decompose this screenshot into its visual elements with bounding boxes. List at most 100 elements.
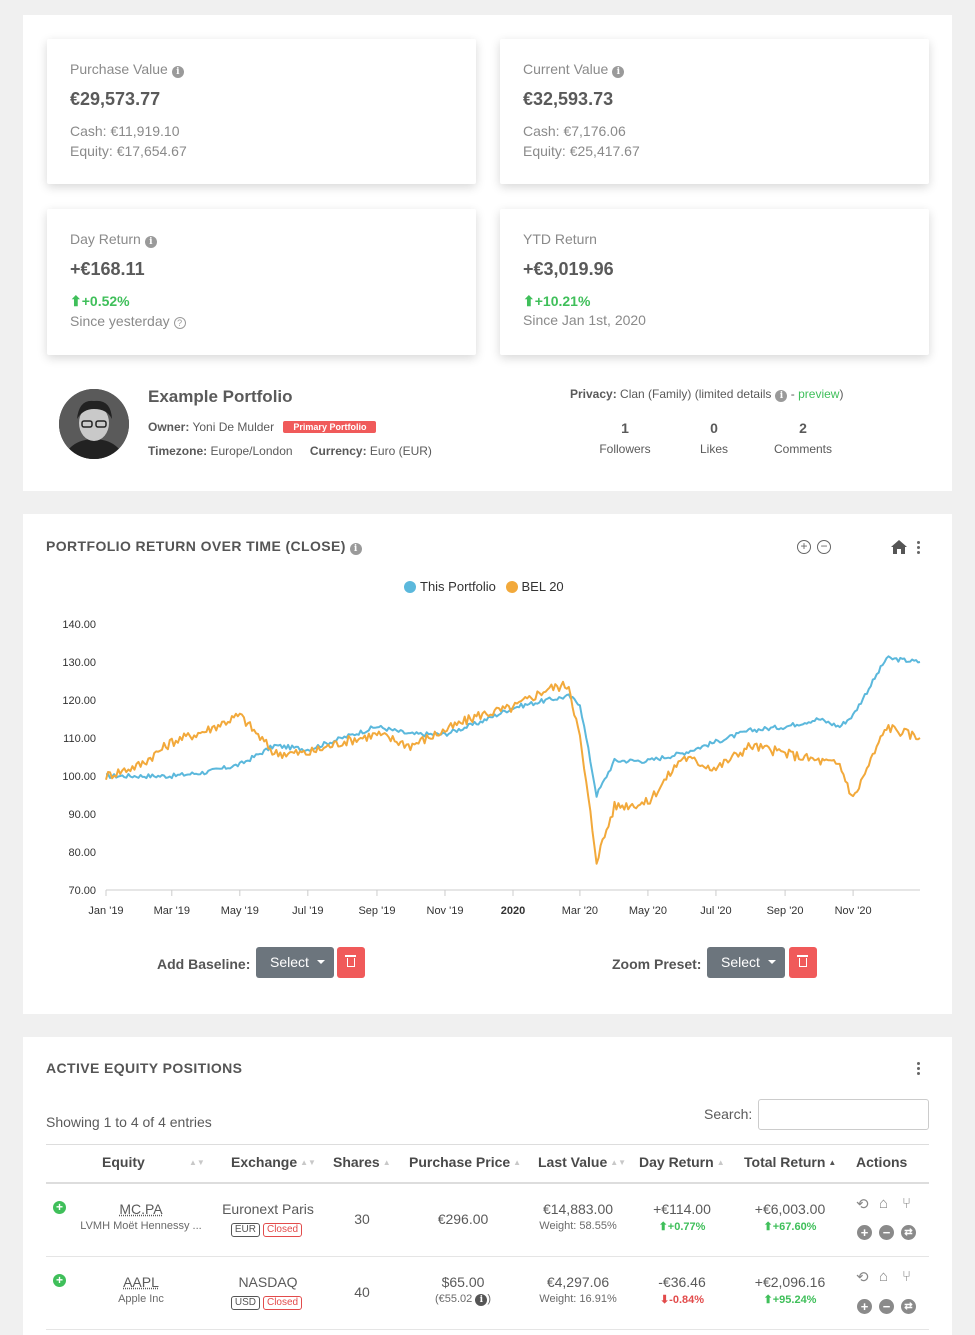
lock-icon[interactable]: ⌂ <box>879 1195 889 1212</box>
current-cash: Cash: €7,176.06 <box>523 123 626 139</box>
y-tick-label: 130.00 <box>62 657 96 669</box>
transfer-icon[interactable]: ⇄ <box>901 1225 916 1240</box>
trash-icon <box>797 955 808 967</box>
legend-label-portfolio: This Portfolio <box>420 579 496 594</box>
privacy-label: Privacy: <box>570 387 617 401</box>
y-tick-label: 110.00 <box>63 733 96 745</box>
arrow-up-icon: ⬆ <box>763 1221 773 1233</box>
ytd-return-pct: +10.21% <box>534 293 591 309</box>
preview-link[interactable]: preview <box>798 387 840 401</box>
buy-more-icon[interactable]: + <box>857 1299 872 1314</box>
zoom-preset-label: Zoom Preset: <box>612 956 702 972</box>
th-last-value[interactable]: Last Value <box>538 1154 608 1170</box>
sort-icon[interactable]: ▲▼ <box>189 1158 205 1167</box>
total-return: +€2,096.16 <box>754 1274 826 1290</box>
last-value: €4,297.06 <box>546 1274 610 1290</box>
shares: 40 <box>354 1284 370 1300</box>
th-purchase-price[interactable]: Purchase Price <box>409 1154 511 1170</box>
expand-row-icon[interactable]: + <box>53 1274 66 1287</box>
equity-ticker[interactable]: AAPL <box>123 1274 159 1290</box>
y-tick-label: 70.00 <box>68 885 96 897</box>
sort-icon[interactable]: ▲▼ <box>610 1158 627 1167</box>
zoom-preset-delete-button[interactable] <box>789 947 817 978</box>
buy-more-icon[interactable]: + <box>857 1225 872 1240</box>
sort-icon[interactable]: ▲▼ <box>300 1158 316 1167</box>
split-icon[interactable]: ⑂ <box>902 1268 912 1285</box>
expand-row-icon[interactable]: + <box>53 1201 66 1214</box>
legend-item-portfolio[interactable]: This Portfolio <box>404 579 496 594</box>
total-return-pct: +67.60% <box>772 1221 817 1233</box>
chart-title: PORTFOLIO RETURN OVER TIME (CLOSE) <box>46 538 346 554</box>
th-day-return[interactable]: Day Return <box>639 1154 714 1170</box>
info-icon[interactable]: i <box>775 390 788 402</box>
x-tick-label: Sep '20 <box>767 905 804 917</box>
help-icon[interactable]: ? <box>173 317 186 329</box>
followers-count: 1 <box>621 420 629 436</box>
th-equity[interactable]: Equity <box>102 1154 145 1170</box>
history-icon[interactable]: ⟲ <box>856 1269 869 1286</box>
home-icon[interactable] <box>891 540 907 557</box>
sort-icon[interactable]: ▲ <box>513 1158 522 1167</box>
sort-icon[interactable]: ▲ <box>716 1158 725 1167</box>
y-tick-label: 90.00 <box>68 809 96 821</box>
avatar[interactable] <box>59 389 129 459</box>
x-tick-label: May '19 <box>221 905 259 917</box>
entries-info: Showing 1 to 4 of 4 entries <box>46 1114 212 1130</box>
info-icon[interactable]: i <box>475 1294 488 1306</box>
th-actions: Actions <box>856 1154 908 1170</box>
purchase-price: €296.00 <box>437 1211 489 1227</box>
x-tick-label: Jul '19 <box>292 905 323 917</box>
search-input[interactable] <box>758 1099 929 1130</box>
x-tick-label: Nov '19 <box>427 905 464 917</box>
exchange-name: NASDAQ <box>238 1274 298 1290</box>
sort-icon[interactable]: ▲ <box>382 1158 391 1167</box>
info-icon[interactable]: i <box>171 66 184 78</box>
baseline-select-button[interactable]: Select <box>256 947 334 978</box>
zoom-out-icon[interactable]: − <box>817 540 831 554</box>
sort-icon[interactable]: ▲ <box>828 1158 837 1167</box>
th-total-return[interactable]: Total Return <box>744 1154 826 1170</box>
sell-icon[interactable]: − <box>879 1225 894 1240</box>
currency-tag: EUR <box>230 1223 260 1237</box>
likes-stat[interactable]: 0 Likes <box>679 420 749 456</box>
purchase-value-label: Purchase Value <box>70 61 168 77</box>
comments-stat[interactable]: 2 Comments <box>764 420 842 456</box>
sell-icon[interactable]: − <box>879 1299 894 1314</box>
equity-name: LVMH Moët Hennessy ... <box>80 1220 202 1232</box>
currency-label: Currency: <box>309 444 367 458</box>
arrow-up-icon: ⬆ <box>763 1294 773 1306</box>
y-tick-label: 140.00 <box>62 619 96 631</box>
x-tick-label: Sep '19 <box>358 905 395 917</box>
info-icon[interactable]: i <box>144 236 157 248</box>
day-return-since: Since yesterday <box>70 313 170 329</box>
y-tick-label: 100.00 <box>62 771 96 783</box>
chart-menu-icon[interactable] <box>917 541 921 556</box>
table-header-bottom-border <box>46 1182 929 1184</box>
zoom-preset-select-button[interactable]: Select <box>707 947 785 978</box>
history-icon[interactable]: ⟲ <box>856 1196 869 1213</box>
series-line-portfolio <box>105 655 921 798</box>
baseline-delete-button[interactable] <box>337 947 365 978</box>
arrow-up-icon: ⬆ <box>523 293 535 309</box>
transfer-icon[interactable]: ⇄ <box>901 1299 916 1314</box>
purchase-price: $65.00 <box>441 1274 485 1290</box>
zoom-in-icon[interactable]: + <box>797 540 811 554</box>
positions-menu-icon[interactable] <box>917 1062 921 1077</box>
equity-ticker[interactable]: MC.PA <box>119 1201 163 1217</box>
purchase-value-tile: Purchase Value i €29,573.77 Cash: €11,919… <box>47 39 476 184</box>
th-exchange[interactable]: Exchange <box>231 1154 298 1170</box>
current-value: €32,593.73 <box>523 89 614 109</box>
chart-card <box>23 514 952 1014</box>
th-shares[interactable]: Shares <box>333 1154 380 1170</box>
followers-stat[interactable]: 1 Followers <box>590 420 660 456</box>
timezone-label: Timezone: <box>148 444 208 458</box>
owner-name[interactable]: Yoni De Mulder <box>192 420 275 434</box>
split-icon[interactable]: ⑂ <box>902 1195 912 1212</box>
search-label: Search: <box>704 1106 753 1122</box>
legend-item-bel20[interactable]: BEL 20 <box>505 579 564 594</box>
lock-icon[interactable]: ⌂ <box>879 1268 889 1285</box>
info-icon[interactable]: i <box>612 66 625 78</box>
day-return-value: +€168.11 <box>70 259 145 279</box>
info-icon[interactable]: i <box>349 543 362 555</box>
zoom-select-label: Select <box>721 954 760 970</box>
